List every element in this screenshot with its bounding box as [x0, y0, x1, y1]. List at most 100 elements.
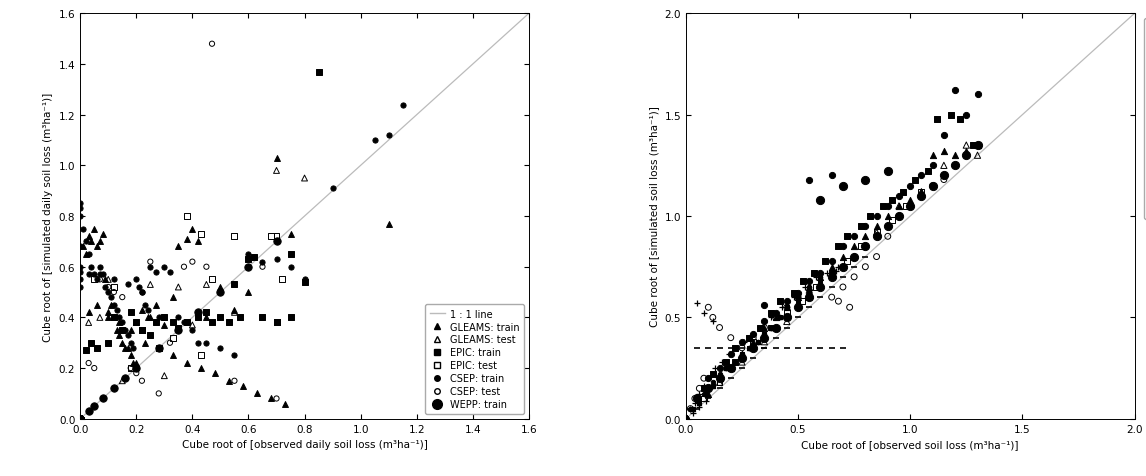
- Point: [823, 269, 841, 277]
- Point: [732, 358, 751, 366]
- Point: [771, 314, 790, 322]
- Point: [905, 177, 924, 184]
- Point: [677, 415, 696, 423]
- Point: [164, 352, 182, 359]
- Point: [267, 155, 285, 162]
- Point: [71, 415, 89, 423]
- Point: [704, 314, 722, 322]
- Point: [879, 223, 897, 230]
- Point: [727, 344, 745, 352]
- Point: [99, 284, 117, 291]
- Point: [762, 314, 780, 322]
- Point: [677, 415, 696, 423]
- Point: [71, 415, 89, 423]
- Point: [197, 339, 215, 347]
- Point: [71, 415, 89, 423]
- Point: [774, 304, 792, 311]
- Point: [945, 162, 964, 170]
- Y-axis label: Cube root of [simulated daily soil loss (m³ha⁻¹)]: Cube root of [simulated daily soil loss …: [44, 92, 53, 341]
- Point: [788, 289, 807, 297]
- Point: [856, 177, 874, 184]
- Point: [248, 390, 266, 397]
- Point: [197, 263, 215, 271]
- Point: [912, 172, 931, 180]
- Point: [141, 258, 159, 266]
- Point: [99, 288, 117, 296]
- Point: [71, 415, 89, 423]
- Point: [71, 415, 89, 423]
- Point: [868, 253, 886, 261]
- Point: [71, 415, 89, 423]
- Point: [141, 263, 159, 271]
- Point: [71, 415, 89, 423]
- Point: [771, 314, 790, 322]
- Point: [677, 415, 696, 423]
- Point: [884, 197, 902, 204]
- Point: [79, 309, 97, 317]
- Point: [755, 324, 774, 332]
- Point: [71, 415, 89, 423]
- Point: [683, 405, 701, 413]
- Point: [226, 352, 244, 359]
- Point: [677, 415, 696, 423]
- Point: [71, 415, 89, 423]
- Point: [104, 314, 123, 322]
- Point: [211, 288, 229, 296]
- Point: [71, 415, 89, 423]
- Point: [230, 314, 249, 322]
- Point: [226, 281, 244, 288]
- Point: [699, 344, 717, 352]
- Point: [94, 230, 112, 238]
- Point: [71, 415, 89, 423]
- Point: [203, 319, 221, 327]
- Point: [240, 288, 258, 296]
- Point: [811, 344, 830, 352]
- Point: [868, 233, 886, 241]
- Point: [800, 284, 818, 291]
- Point: [191, 352, 210, 359]
- Legend: 1 : 1 line, GLEAMS: train, GLEAMS: test, EPIC: train, EPIC: test, CSEP: train, C: 1 : 1 line, GLEAMS: train, GLEAMS: test,…: [425, 304, 524, 414]
- Point: [170, 324, 188, 332]
- Point: [77, 251, 95, 258]
- Point: [722, 375, 740, 382]
- Point: [71, 415, 89, 423]
- Point: [722, 365, 740, 372]
- Point: [240, 256, 258, 263]
- Point: [856, 243, 874, 251]
- Point: [71, 415, 89, 423]
- Point: [685, 399, 704, 407]
- Point: [727, 344, 745, 352]
- Point: [767, 314, 785, 322]
- Point: [711, 375, 729, 382]
- Point: [141, 332, 159, 339]
- Point: [677, 415, 696, 423]
- Point: [771, 298, 790, 306]
- Point: [901, 203, 919, 210]
- Point: [71, 415, 89, 423]
- Point: [197, 314, 215, 322]
- Point: [121, 365, 140, 372]
- Point: [838, 233, 856, 241]
- Point: [889, 203, 908, 210]
- Point: [71, 415, 89, 423]
- Point: [694, 383, 713, 390]
- Point: [732, 350, 751, 358]
- Point: [816, 257, 834, 265]
- Point: [91, 271, 109, 278]
- Point: [71, 263, 89, 271]
- Point: [175, 263, 194, 271]
- Point: [147, 319, 165, 327]
- Point: [912, 188, 931, 196]
- Point: [379, 132, 398, 139]
- Point: [71, 415, 89, 423]
- Point: [71, 415, 89, 423]
- Point: [91, 263, 109, 271]
- Point: [704, 379, 722, 387]
- Point: [677, 415, 696, 423]
- Point: [748, 338, 767, 346]
- Point: [91, 276, 109, 284]
- Point: [912, 193, 931, 200]
- Point: [99, 309, 117, 317]
- Point: [71, 415, 89, 423]
- Point: [711, 375, 729, 382]
